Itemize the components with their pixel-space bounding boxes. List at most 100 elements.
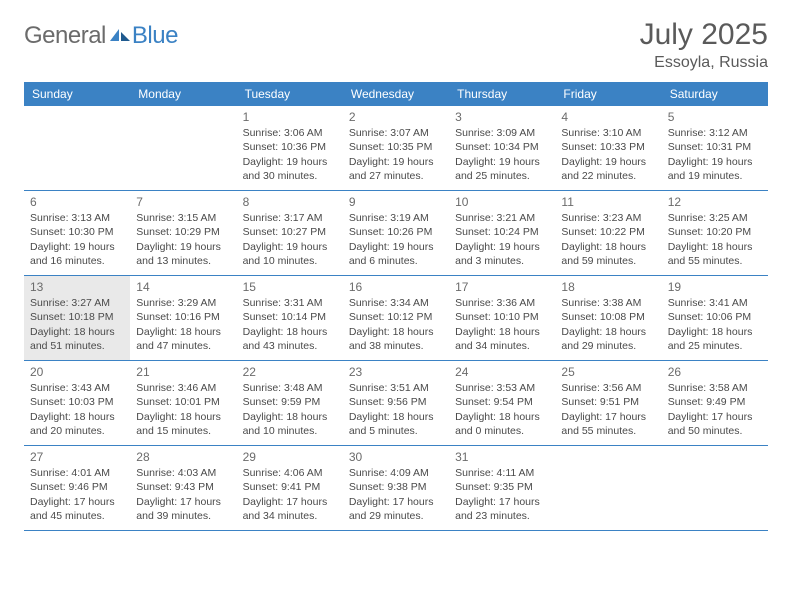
sunrise-text: Sunrise: 4:03 AM <box>136 466 230 480</box>
day1-text: Daylight: 19 hours <box>455 240 549 254</box>
day-cell: 6Sunrise: 3:13 AMSunset: 10:30 PMDayligh… <box>24 191 130 275</box>
sunset-text: Sunset: 10:35 PM <box>349 140 443 154</box>
day2-text: and 38 minutes. <box>349 339 443 353</box>
day2-text: and 55 minutes. <box>561 424 655 438</box>
sunrise-text: Sunrise: 4:06 AM <box>243 466 337 480</box>
day1-text: Daylight: 19 hours <box>30 240 124 254</box>
week-row: 6Sunrise: 3:13 AMSunset: 10:30 PMDayligh… <box>24 191 768 276</box>
sunset-text: Sunset: 9:56 PM <box>349 395 443 409</box>
day-cell: 4Sunrise: 3:10 AMSunset: 10:33 PMDayligh… <box>555 106 661 190</box>
day-number: 16 <box>349 279 443 295</box>
day2-text: and 55 minutes. <box>668 254 762 268</box>
day-cell: 11Sunrise: 3:23 AMSunset: 10:22 PMDaylig… <box>555 191 661 275</box>
sunrise-text: Sunrise: 3:29 AM <box>136 296 230 310</box>
day2-text: and 25 minutes. <box>455 169 549 183</box>
day-number: 28 <box>136 449 230 465</box>
day2-text: and 6 minutes. <box>349 254 443 268</box>
sunset-text: Sunset: 10:24 PM <box>455 225 549 239</box>
day1-text: Daylight: 19 hours <box>349 155 443 169</box>
sunrise-text: Sunrise: 3:12 AM <box>668 126 762 140</box>
sunset-text: Sunset: 10:30 PM <box>30 225 124 239</box>
day-number: 6 <box>30 194 124 210</box>
sunrise-text: Sunrise: 3:38 AM <box>561 296 655 310</box>
sunset-text: Sunset: 9:43 PM <box>136 480 230 494</box>
day2-text: and 59 minutes. <box>561 254 655 268</box>
day-cell-empty <box>130 106 236 190</box>
day-cell: 21Sunrise: 3:46 AMSunset: 10:01 PMDaylig… <box>130 361 236 445</box>
day1-text: Daylight: 19 hours <box>243 155 337 169</box>
location-label: Essoyla, Russia <box>640 54 768 72</box>
day2-text: and 51 minutes. <box>30 339 124 353</box>
sunrise-text: Sunrise: 3:06 AM <box>243 126 337 140</box>
day2-text: and 10 minutes. <box>243 424 337 438</box>
week-row: 1Sunrise: 3:06 AMSunset: 10:36 PMDayligh… <box>24 106 768 191</box>
day-cell-empty <box>555 446 661 530</box>
day1-text: Daylight: 18 hours <box>30 325 124 339</box>
day1-text: Daylight: 18 hours <box>30 410 124 424</box>
day1-text: Daylight: 17 hours <box>30 495 124 509</box>
sunset-text: Sunset: 10:36 PM <box>243 140 337 154</box>
day1-text: Daylight: 18 hours <box>136 325 230 339</box>
sunrise-text: Sunrise: 3:23 AM <box>561 211 655 225</box>
week-row: 13Sunrise: 3:27 AMSunset: 10:18 PMDaylig… <box>24 276 768 361</box>
day1-text: Daylight: 19 hours <box>455 155 549 169</box>
sunset-text: Sunset: 10:18 PM <box>30 310 124 324</box>
day1-text: Daylight: 18 hours <box>668 240 762 254</box>
day-cell: 24Sunrise: 3:53 AMSunset: 9:54 PMDayligh… <box>449 361 555 445</box>
day-cell: 3Sunrise: 3:09 AMSunset: 10:34 PMDayligh… <box>449 106 555 190</box>
day1-text: Daylight: 17 hours <box>455 495 549 509</box>
day-cell: 1Sunrise: 3:06 AMSunset: 10:36 PMDayligh… <box>237 106 343 190</box>
day1-text: Daylight: 18 hours <box>349 325 443 339</box>
day-number: 18 <box>561 279 655 295</box>
sunrise-text: Sunrise: 3:53 AM <box>455 381 549 395</box>
sunset-text: Sunset: 10:20 PM <box>668 225 762 239</box>
day1-text: Daylight: 19 hours <box>561 155 655 169</box>
day-cell: 9Sunrise: 3:19 AMSunset: 10:26 PMDayligh… <box>343 191 449 275</box>
sunrise-text: Sunrise: 3:56 AM <box>561 381 655 395</box>
day1-text: Daylight: 17 hours <box>243 495 337 509</box>
day-number: 9 <box>349 194 443 210</box>
day2-text: and 15 minutes. <box>136 424 230 438</box>
day-cell: 31Sunrise: 4:11 AMSunset: 9:35 PMDayligh… <box>449 446 555 530</box>
sunset-text: Sunset: 10:03 PM <box>30 395 124 409</box>
sunrise-text: Sunrise: 3:10 AM <box>561 126 655 140</box>
day1-text: Daylight: 17 hours <box>561 410 655 424</box>
day-cell: 29Sunrise: 4:06 AMSunset: 9:41 PMDayligh… <box>237 446 343 530</box>
sunset-text: Sunset: 9:49 PM <box>668 395 762 409</box>
day-cell: 8Sunrise: 3:17 AMSunset: 10:27 PMDayligh… <box>237 191 343 275</box>
sunset-text: Sunset: 10:12 PM <box>349 310 443 324</box>
day-number: 2 <box>349 109 443 125</box>
sunset-text: Sunset: 9:51 PM <box>561 395 655 409</box>
day2-text: and 39 minutes. <box>136 509 230 523</box>
day2-text: and 16 minutes. <box>30 254 124 268</box>
calendar-body: 1Sunrise: 3:06 AMSunset: 10:36 PMDayligh… <box>24 106 768 531</box>
sunset-text: Sunset: 10:08 PM <box>561 310 655 324</box>
day-header-tuesday: Tuesday <box>237 82 343 106</box>
calendar: SundayMondayTuesdayWednesdayThursdayFrid… <box>24 82 768 531</box>
day1-text: Daylight: 19 hours <box>136 240 230 254</box>
day1-text: Daylight: 18 hours <box>668 325 762 339</box>
day2-text: and 20 minutes. <box>30 424 124 438</box>
sunset-text: Sunset: 9:38 PM <box>349 480 443 494</box>
sunrise-text: Sunrise: 3:46 AM <box>136 381 230 395</box>
day2-text: and 22 minutes. <box>561 169 655 183</box>
day2-text: and 10 minutes. <box>243 254 337 268</box>
sunset-text: Sunset: 10:27 PM <box>243 225 337 239</box>
day2-text: and 3 minutes. <box>455 254 549 268</box>
day-cell: 14Sunrise: 3:29 AMSunset: 10:16 PMDaylig… <box>130 276 236 360</box>
sunset-text: Sunset: 10:01 PM <box>136 395 230 409</box>
day2-text: and 50 minutes. <box>668 424 762 438</box>
sunset-text: Sunset: 9:46 PM <box>30 480 124 494</box>
sunrise-text: Sunrise: 3:15 AM <box>136 211 230 225</box>
day-header-wednesday: Wednesday <box>343 82 449 106</box>
sunset-text: Sunset: 9:59 PM <box>243 395 337 409</box>
day-number: 17 <box>455 279 549 295</box>
sunset-text: Sunset: 10:33 PM <box>561 140 655 154</box>
day1-text: Daylight: 17 hours <box>668 410 762 424</box>
title-block: July 2025 Essoyla, Russia <box>640 18 768 72</box>
day-header-friday: Friday <box>555 82 661 106</box>
day-cell: 25Sunrise: 3:56 AMSunset: 9:51 PMDayligh… <box>555 361 661 445</box>
sunrise-text: Sunrise: 3:43 AM <box>30 381 124 395</box>
day2-text: and 23 minutes. <box>455 509 549 523</box>
day1-text: Daylight: 19 hours <box>349 240 443 254</box>
